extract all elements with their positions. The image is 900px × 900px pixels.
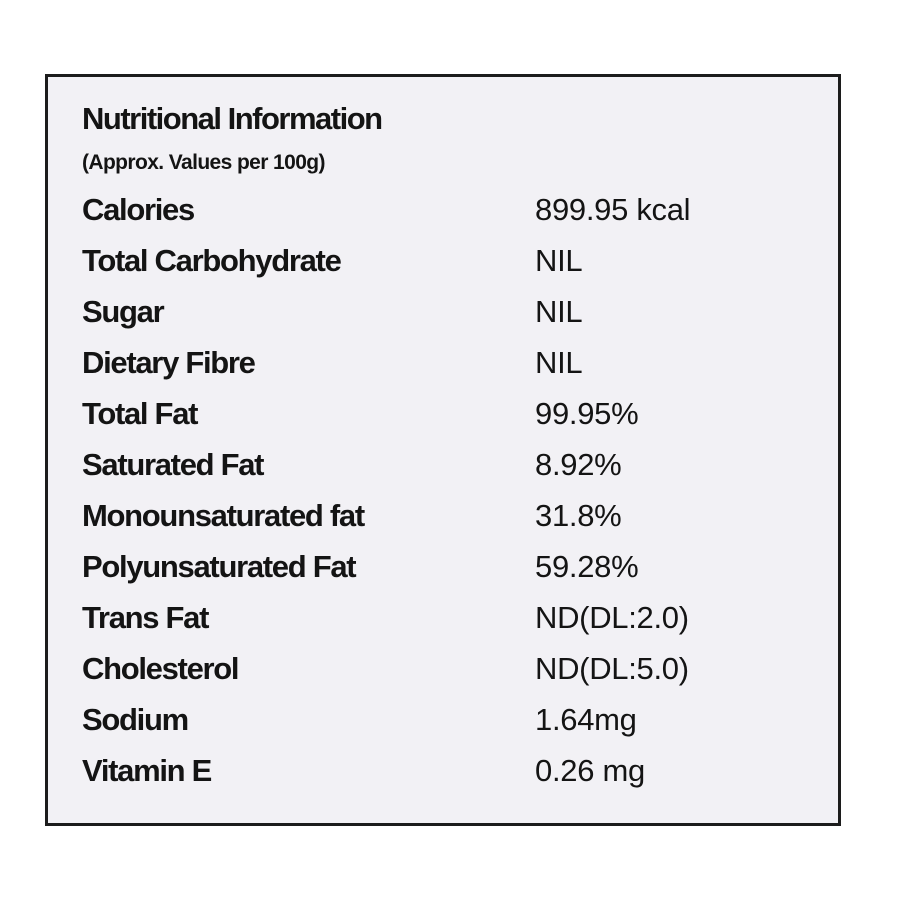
- nutrient-name: Saturated Fat: [82, 447, 265, 482]
- nutrient-row: Dietary Fibre NIL: [48, 345, 838, 395]
- nutrient-value: ND(DL:2.0): [535, 600, 689, 635]
- nutrient-row: Trans Fat ND(DL:2.0): [48, 600, 838, 650]
- nutrient-name: Calories: [82, 192, 195, 227]
- nutrient-row: Calories 899.95 kcal: [48, 192, 838, 242]
- nutrient-name: Total Fat: [82, 396, 198, 431]
- nutrient-row: Sugar NIL: [48, 294, 838, 344]
- nutrient-name: Sugar: [82, 294, 165, 329]
- nutrient-row: Saturated Fat 8.92%: [48, 447, 838, 497]
- nutrient-value: 1.64mg: [535, 702, 637, 737]
- nutrient-row: Total Fat 99.95%: [48, 396, 838, 446]
- nutrient-value: NIL: [535, 294, 583, 329]
- nutrient-name: Polyunsaturated Fat: [82, 549, 357, 584]
- nutrient-row: Total Carbohydrate NIL: [48, 243, 838, 293]
- nutrient-row: Monounsaturated fat 31.8%: [48, 498, 838, 548]
- nutrient-name: Cholesterol: [82, 651, 240, 686]
- nutrition-label: Nutritional Information (Approx. Values …: [45, 74, 841, 826]
- nutrient-name: Trans Fat: [82, 600, 209, 635]
- nutrient-name: Dietary Fibre: [82, 345, 256, 380]
- nutrient-value: 99.95%: [535, 396, 639, 431]
- nutrient-value: 899.95 kcal: [535, 192, 691, 227]
- nutrient-value: 59.28%: [535, 549, 639, 584]
- nutrient-name: Vitamin E: [82, 753, 212, 788]
- nutrient-value: NIL: [535, 243, 583, 278]
- nutrient-value: NIL: [535, 345, 583, 380]
- nutrient-value: 0.26 mg: [535, 753, 645, 788]
- title: Nutritional Information: [82, 101, 383, 136]
- nutrient-name: Total Carbohydrate: [82, 243, 342, 278]
- nutrient-row: Sodium 1.64mg: [48, 702, 838, 752]
- nutrient-value: 31.8%: [535, 498, 622, 533]
- nutrient-row: Vitamin E 0.26 mg: [48, 753, 838, 803]
- nutrient-value: 8.92%: [535, 447, 622, 482]
- subtitle: (Approx. Values per 100g): [82, 151, 326, 174]
- nutrient-name: Sodium: [82, 702, 189, 737]
- nutrient-name: Monounsaturated fat: [82, 498, 365, 533]
- nutrient-value: ND(DL:5.0): [535, 651, 689, 686]
- nutrient-row: Polyunsaturated Fat 59.28%: [48, 549, 838, 599]
- nutrient-row: Cholesterol ND(DL:5.0): [48, 651, 838, 701]
